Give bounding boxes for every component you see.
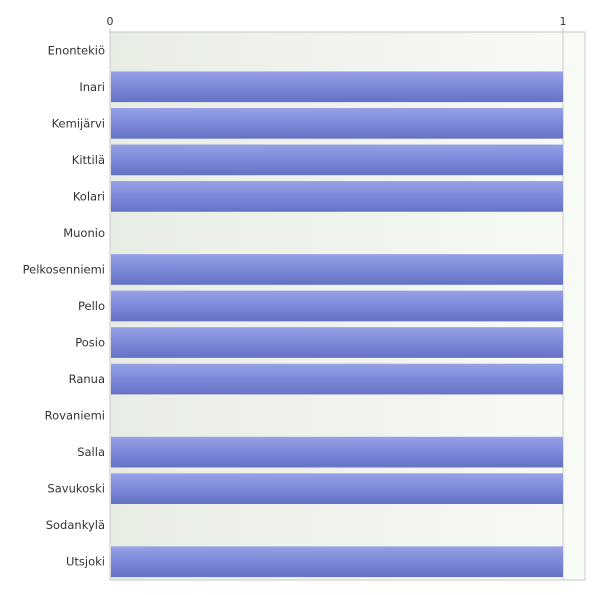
category-label: Rovaniemi bbox=[45, 409, 105, 423]
category-labels: Enontekiö Inari Kemijärvi Kittilä Kolari Muon… bbox=[23, 43, 105, 568]
bar bbox=[111, 546, 563, 578]
bar bbox=[111, 254, 563, 285]
category-label: Muonio bbox=[63, 226, 105, 240]
x-tick-label: 0 bbox=[107, 15, 114, 28]
category-label: Pello bbox=[78, 299, 105, 313]
category-label: Sodankylä bbox=[46, 518, 105, 532]
category-label: Savukoski bbox=[47, 482, 105, 496]
category-label: Kittilä bbox=[72, 153, 105, 167]
x-tick-label: 1 bbox=[560, 15, 567, 28]
category-label: Utsjoki bbox=[66, 555, 105, 569]
category-label: Ranua bbox=[69, 372, 105, 386]
bar bbox=[111, 327, 563, 358]
category-label: Inari bbox=[79, 80, 105, 94]
bar bbox=[111, 107, 563, 139]
bar bbox=[111, 144, 563, 176]
bar bbox=[111, 473, 563, 505]
bars bbox=[111, 71, 563, 578]
category-label: Salla bbox=[77, 445, 105, 459]
bar bbox=[111, 71, 563, 103]
bar bbox=[111, 181, 563, 212]
bar bbox=[111, 363, 563, 395]
bar bbox=[111, 290, 563, 322]
bar bbox=[111, 436, 563, 468]
category-label: Pelkosenniemi bbox=[23, 262, 105, 276]
category-label: Posio bbox=[75, 336, 105, 350]
category-label: Kemijärvi bbox=[52, 116, 105, 130]
category-label: Kolari bbox=[73, 189, 105, 203]
category-label: Enontekiö bbox=[48, 43, 105, 57]
